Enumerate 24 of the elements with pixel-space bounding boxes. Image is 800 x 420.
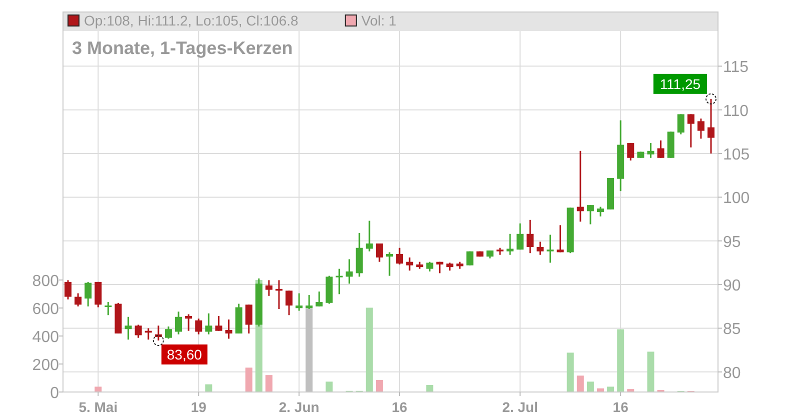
x-tick-label: 16: [392, 399, 408, 415]
y-tick-label: 400: [32, 328, 60, 346]
annotation: 83,60: [166, 346, 202, 362]
y2-tick-label: 85: [723, 321, 741, 338]
y2-tick-label: 115: [723, 59, 749, 76]
y-tick-label: 800: [32, 272, 60, 290]
y-tick-label: 200: [32, 356, 60, 374]
y2-tick-label: 95: [723, 234, 741, 251]
y-tick-label: 600: [32, 300, 60, 318]
x-tick-label: 2. Jul: [502, 399, 538, 415]
legend-label: Vol: 1: [361, 12, 397, 28]
y2-tick-label: 105: [723, 146, 750, 164]
y2-tick-label: 80: [723, 364, 741, 382]
y2-tick-label: 90: [723, 278, 741, 295]
x-tick-label: 19: [190, 399, 207, 415]
y2-tick-label: 100: [723, 190, 750, 208]
x-tick-label: 5. Mai: [78, 399, 118, 415]
legend-label: Op:108, Hi:111.2, Lo:105, Cl:106.8: [84, 12, 299, 28]
annotation: 111,25: [660, 76, 701, 92]
y2-tick-label: 110: [723, 102, 749, 120]
x-tick-label: 16: [612, 399, 629, 415]
text: 3 Monate, 1-Tages-Kerzen: [72, 38, 293, 58]
x-tick-label: 2. Jun: [278, 399, 320, 415]
y-tick-label: 0: [50, 385, 60, 402]
